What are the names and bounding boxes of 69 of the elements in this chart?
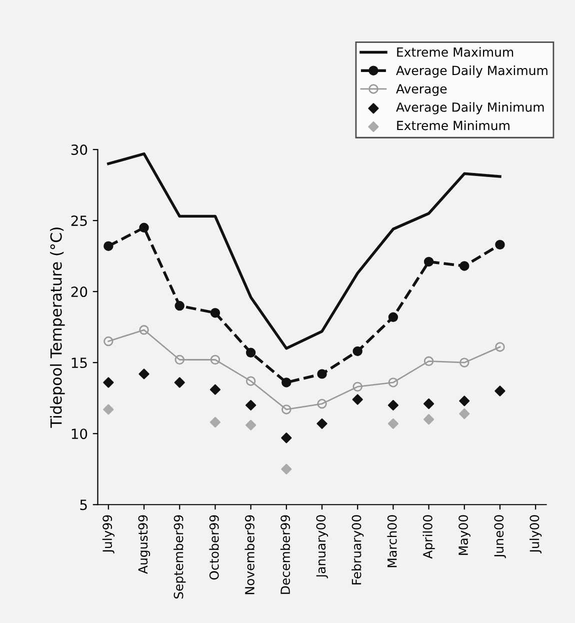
point (317, 398, 327, 409)
x-tick-label: August99 (138, 515, 150, 574)
x-tick-label: October99 (209, 515, 219, 580)
line-series (107, 152, 502, 350)
point (352, 394, 363, 405)
point (282, 378, 292, 388)
x-tick-label: June00 (494, 515, 506, 558)
point (210, 308, 220, 318)
y-tick-label: 5 (80, 500, 87, 510)
point (139, 325, 149, 335)
point (388, 418, 398, 429)
x-tick-label: December99 (280, 515, 290, 594)
x-tick-label: November99 (244, 515, 254, 594)
x-tick-label: July00 (530, 515, 542, 554)
point (423, 398, 434, 410)
point (460, 358, 470, 368)
y-axis-title: Tidepool Temperature (°C) (50, 228, 65, 428)
y-tick-label: 20 (71, 286, 88, 298)
point (210, 384, 221, 395)
point (282, 404, 292, 414)
point (495, 240, 505, 250)
point (174, 300, 184, 311)
point (424, 256, 434, 267)
x-tick-label: May00 (458, 515, 470, 555)
point (316, 418, 328, 429)
point (246, 420, 256, 430)
point (423, 414, 434, 425)
x-tick-label: July99 (102, 515, 114, 554)
y-tick-label: 10 (72, 428, 88, 440)
legend-label: Average Daily Minimum (396, 102, 544, 114)
point (103, 404, 114, 415)
point (174, 377, 185, 388)
point (210, 354, 220, 365)
point (281, 432, 292, 444)
y-tick-label: 15 (72, 358, 87, 368)
y-tick-label: 30 (71, 144, 88, 155)
x-tick-label: March00 (387, 515, 397, 568)
point (103, 377, 114, 388)
point (210, 416, 221, 428)
x-tick-label: January00 (316, 515, 328, 578)
legend-label: Average Daily Maximum (396, 65, 548, 78)
point (388, 378, 398, 388)
point (246, 376, 256, 386)
point (246, 400, 256, 410)
point (459, 408, 470, 420)
point (495, 342, 505, 352)
point (459, 396, 470, 406)
point (104, 336, 114, 346)
point (138, 368, 150, 380)
legend-label: Extreme Minimum (397, 120, 510, 130)
point (424, 356, 434, 366)
x-tick-label: September99 (174, 515, 186, 599)
point (388, 312, 398, 322)
x-tick-label: February00 (352, 515, 364, 584)
legend-label: Extreme Maximum (397, 47, 514, 57)
point (388, 400, 398, 410)
y-tick-label: 25 (71, 216, 87, 226)
point (460, 261, 470, 271)
point (494, 386, 506, 396)
point (104, 241, 114, 251)
point (174, 354, 184, 365)
x-tick-label: April00 (422, 515, 435, 559)
point (352, 346, 362, 356)
point (139, 222, 149, 233)
point (352, 382, 362, 392)
point (281, 464, 292, 474)
point (317, 369, 327, 379)
legend-label: Average (396, 84, 447, 96)
point (246, 348, 256, 358)
